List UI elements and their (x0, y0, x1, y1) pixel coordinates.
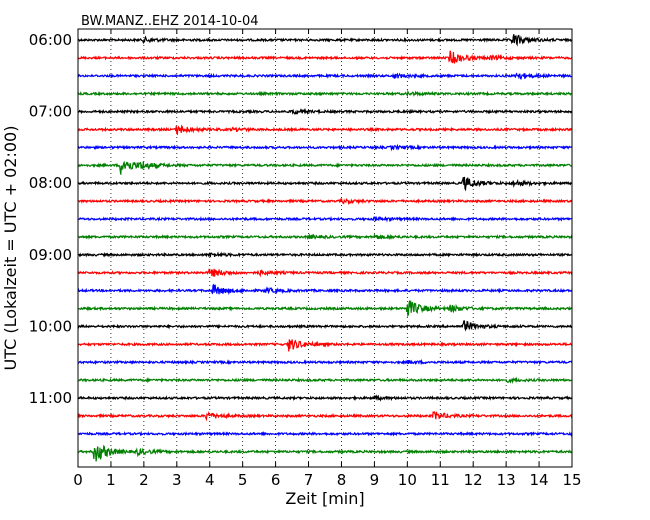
x-tick-label: 6 (271, 471, 281, 489)
x-tick-label: 4 (205, 471, 215, 489)
y-tick-label: 06:00 (29, 31, 72, 49)
y-tick-label: 10:00 (29, 317, 72, 335)
seismic-trace (77, 320, 573, 332)
seismic-trace (77, 89, 573, 98)
y-tick-label: 07:00 (29, 103, 72, 121)
x-axis-ticks: 0 1 2 3 4 5 6 7 8 9 10 11 12 13 14 15 (73, 29, 582, 489)
seismic-trace (77, 251, 573, 258)
seismic-trace (77, 430, 573, 438)
y-axis-label: UTC (Lokalzeit = UTC + 02:00) (1, 126, 20, 371)
x-tick-label: 1 (106, 471, 116, 489)
seismic-trace (77, 160, 573, 175)
x-tick-label: 15 (562, 471, 581, 489)
x-tick-label: 2 (139, 471, 149, 489)
y-tick-label: 09:00 (29, 246, 72, 264)
seismic-trace (77, 176, 573, 192)
seismic-trace (77, 124, 573, 136)
seismic-trace (77, 283, 573, 296)
seismic-trace (77, 143, 573, 152)
seismic-trace (77, 215, 573, 223)
seismic-trace (77, 50, 573, 64)
seismic-traces (77, 34, 573, 462)
x-tick-label: 0 (73, 471, 83, 489)
seismic-trace (77, 339, 573, 352)
chart-title: BW.MANZ..EHZ 2014-10-04 (81, 14, 259, 29)
seismic-trace (77, 394, 573, 402)
x-tick-label: 13 (497, 471, 516, 489)
plot-frame (77, 28, 573, 468)
seismic-trace (77, 358, 573, 366)
x-axis-label: Zeit [min] (285, 489, 364, 508)
seismic-trace (77, 410, 573, 422)
x-tick-label: 14 (530, 471, 549, 489)
seismic-trace (77, 198, 573, 206)
seismic-trace (77, 233, 573, 241)
seismic-trace (77, 34, 573, 47)
x-tick-label: 12 (464, 471, 483, 489)
x-tick-label: 10 (398, 471, 417, 489)
y-tick-label: 11:00 (29, 389, 72, 407)
seismic-trace (77, 268, 573, 278)
x-tick-label: 8 (337, 471, 347, 489)
seismic-trace (77, 376, 573, 385)
seismic-trace (77, 72, 573, 80)
seismic-trace (77, 444, 573, 462)
x-tick-label: 11 (431, 471, 450, 489)
y-tick-label: 08:00 (29, 174, 72, 192)
x-tick-label: 7 (304, 471, 314, 489)
x-tick-label: 3 (172, 471, 182, 489)
x-tick-label: 9 (370, 471, 380, 489)
seismic-trace (77, 108, 573, 116)
seismic-trace (77, 300, 573, 318)
y-axis-ticks: 06:00 07:00 08:00 09:00 10:00 11:00 (29, 31, 572, 407)
x-tick-label: 5 (238, 471, 248, 489)
